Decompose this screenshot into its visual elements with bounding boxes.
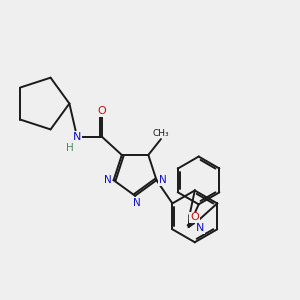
- Text: O: O: [190, 212, 199, 223]
- Text: N: N: [195, 223, 204, 233]
- Text: O: O: [98, 106, 106, 116]
- Text: N: N: [159, 175, 167, 185]
- Text: N: N: [104, 175, 112, 185]
- Text: CH₃: CH₃: [153, 129, 169, 138]
- Text: H: H: [66, 143, 74, 153]
- Text: N: N: [133, 198, 141, 208]
- Text: N: N: [73, 132, 81, 142]
